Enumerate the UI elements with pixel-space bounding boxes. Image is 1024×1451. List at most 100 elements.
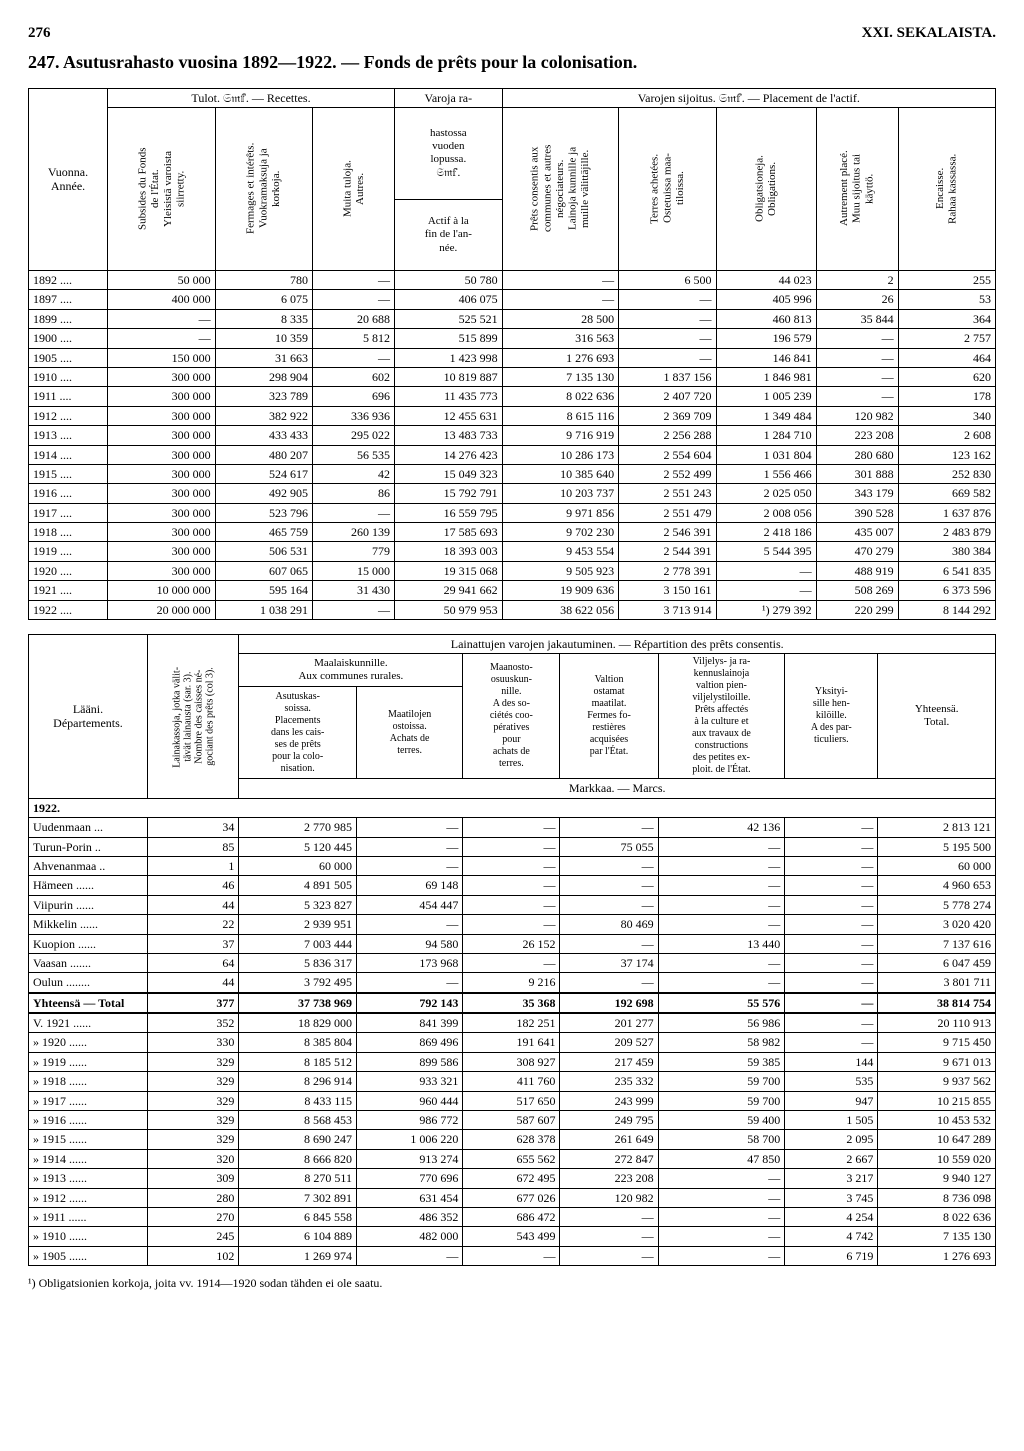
year-cell: 1914 .... xyxy=(29,445,108,464)
data-cell: 9 453 554 xyxy=(502,542,619,561)
data-cell: 10 359 xyxy=(215,329,312,348)
data-cell: — xyxy=(716,581,816,600)
data-cell: 5 778 274 xyxy=(878,895,996,914)
data-cell: 508 269 xyxy=(816,581,898,600)
data-cell: 11 435 773 xyxy=(395,387,503,406)
data-cell: 595 164 xyxy=(215,581,312,600)
data-cell: 400 000 xyxy=(108,290,216,309)
data-cell: 56 535 xyxy=(313,445,395,464)
data-cell: 10 647 289 xyxy=(878,1130,996,1149)
data-cell: 602 xyxy=(313,367,395,386)
col-maanosto: Maanosto- osuuskun- nille. A des so- cié… xyxy=(463,654,560,779)
table-row: 1919 ....300 000506 53177918 393 0039 45… xyxy=(29,542,996,561)
data-cell: 19 909 636 xyxy=(502,581,619,600)
data-cell: 364 xyxy=(898,309,995,328)
data-cell: 1 837 156 xyxy=(619,367,716,386)
group-varoja-a: Varoja ra- xyxy=(395,88,503,107)
data-cell: 38 622 056 xyxy=(502,600,619,619)
data-cell: 38 814 754 xyxy=(878,993,996,1013)
data-cell: 933 321 xyxy=(356,1072,462,1091)
table-row: » 1919 ......3298 185 512899 586308 9272… xyxy=(29,1052,996,1071)
data-cell: 44 xyxy=(148,973,239,993)
data-cell: 329 xyxy=(148,1111,239,1130)
data-cell: 243 999 xyxy=(560,1091,658,1110)
data-cell: 2 256 288 xyxy=(619,426,716,445)
data-cell: 15 049 323 xyxy=(395,464,503,483)
data-cell: 1 556 466 xyxy=(716,464,816,483)
data-cell: 300 000 xyxy=(108,542,216,561)
data-cell: — xyxy=(108,329,216,348)
data-cell: 9 937 562 xyxy=(878,1072,996,1091)
data-cell: 20 688 xyxy=(313,309,395,328)
data-cell: 217 459 xyxy=(560,1052,658,1071)
data-cell: 515 899 xyxy=(395,329,503,348)
data-cell: 173 968 xyxy=(356,953,462,972)
data-cell: — xyxy=(108,309,216,328)
table-row: Uudenmaan ...342 770 985———42 136—2 813 … xyxy=(29,818,996,837)
data-cell: 669 582 xyxy=(898,484,995,503)
table-row: » 1910 ......2456 104 889482 000543 499—… xyxy=(29,1227,996,1246)
data-cell: — xyxy=(502,270,619,289)
data-cell: 631 454 xyxy=(356,1188,462,1207)
data-cell: 6 541 835 xyxy=(898,561,995,580)
data-cell: — xyxy=(356,856,462,875)
data-cell: 470 279 xyxy=(816,542,898,561)
data-cell: 10 000 000 xyxy=(108,581,216,600)
data-cell: 245 xyxy=(148,1227,239,1246)
data-cell: — xyxy=(785,856,878,875)
year-cell: 1911 .... xyxy=(29,387,108,406)
data-cell: 56 986 xyxy=(658,1013,785,1033)
data-cell: 390 528 xyxy=(816,503,898,522)
table-row: 1910 ....300 000298 90460210 819 8877 13… xyxy=(29,367,996,386)
data-cell: 146 841 xyxy=(716,348,816,367)
data-cell: 37 174 xyxy=(560,953,658,972)
table-row: Kuopion ......377 003 44494 58026 152—13… xyxy=(29,934,996,953)
data-cell: 628 378 xyxy=(463,1130,560,1149)
data-cell: 3 801 711 xyxy=(878,973,996,993)
data-cell: 16 559 795 xyxy=(395,503,503,522)
year-cell: 1900 .... xyxy=(29,329,108,348)
data-cell: 42 136 xyxy=(658,818,785,837)
data-cell: — xyxy=(785,953,878,972)
data-cell: 486 352 xyxy=(356,1208,462,1227)
data-cell: 320 xyxy=(148,1149,239,1168)
data-cell: — xyxy=(658,856,785,875)
data-cell: — xyxy=(463,818,560,837)
year-cell: » 1918 ...... xyxy=(29,1072,148,1091)
table-row: V. 1921 ......35218 829 000841 399182 25… xyxy=(29,1013,996,1033)
data-cell: 488 919 xyxy=(816,561,898,580)
data-cell: — xyxy=(560,1227,658,1246)
data-cell: 300 000 xyxy=(108,484,216,503)
data-cell: 2 025 050 xyxy=(716,484,816,503)
data-cell: 1 006 220 xyxy=(356,1130,462,1149)
data-cell: 535 xyxy=(785,1072,878,1091)
data-cell: 53 xyxy=(898,290,995,309)
data-cell: — xyxy=(816,348,898,367)
data-cell: — xyxy=(619,348,716,367)
data-cell: 9 971 856 xyxy=(502,503,619,522)
data-cell: 3 020 420 xyxy=(878,915,996,934)
strip-title: Lainattujen varojen jakautuminen. — Répa… xyxy=(239,635,996,654)
table-row: » 1914 ......3208 666 820913 274655 5622… xyxy=(29,1149,996,1168)
data-cell: 411 760 xyxy=(463,1072,560,1091)
group-tulot: Tulot. 𝔖𝔪𝕗. — Recettes. xyxy=(108,88,395,107)
data-cell: 1 349 484 xyxy=(716,406,816,425)
table-row: » 1913 ......3098 270 511770 696672 4952… xyxy=(29,1169,996,1188)
col-fermages: Fermages et intérêts. Vuokramaksuja ja k… xyxy=(215,107,312,270)
table-row: 1913 ....300 000433 433295 02213 483 733… xyxy=(29,426,996,445)
data-cell: 1 031 804 xyxy=(716,445,816,464)
data-cell: — xyxy=(560,1208,658,1227)
data-cell: 59 700 xyxy=(658,1072,785,1091)
table-row: » 1905 ......1021 269 974————6 7191 276 … xyxy=(29,1246,996,1265)
year-cell: 1913 .... xyxy=(29,426,108,445)
data-cell: — xyxy=(313,503,395,522)
table-row: 1892 ....50 000780—50 780—6 50044 023225… xyxy=(29,270,996,289)
data-cell: 6 075 xyxy=(215,290,312,309)
data-cell: 524 617 xyxy=(215,464,312,483)
data-cell: 1 284 710 xyxy=(716,426,816,445)
data-cell: — xyxy=(560,856,658,875)
data-cell: 340 xyxy=(898,406,995,425)
data-cell: — xyxy=(785,1033,878,1052)
col-encaisse: Encaisse. Rahaa kassassa. xyxy=(898,107,995,270)
data-cell: 300 000 xyxy=(108,445,216,464)
